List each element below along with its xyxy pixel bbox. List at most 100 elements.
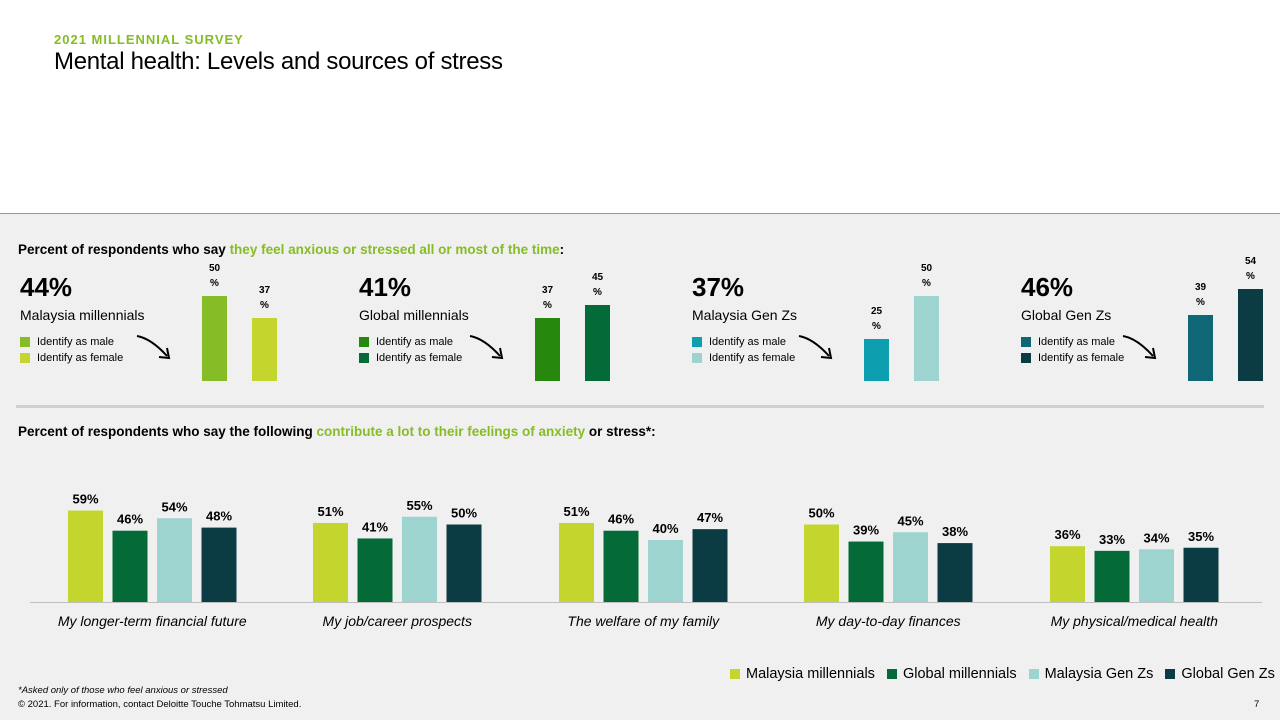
mini-bar-label: 50 % [208, 263, 221, 289]
bar-value-label: 47% [697, 510, 723, 525]
mini-bar [535, 318, 560, 381]
bar [1183, 547, 1219, 602]
group-legend-item: Identify as male [692, 336, 786, 348]
legend-label: Identify as female [1038, 352, 1125, 364]
legend-swatch [359, 353, 369, 363]
section-divider [16, 405, 1264, 408]
chart-legend: Malaysia millennials Global millennials Ma… [730, 666, 1275, 682]
legend-label: Identify as male [376, 336, 454, 348]
mini-bar-label: 39 % [1194, 281, 1207, 308]
legend-label: Global Gen Zs [1181, 666, 1275, 682]
stress-sources-chart: 59% 46% 54% 48% My longer-term financial fut… [30, 492, 1262, 629]
bar-value-label: 45% [897, 513, 923, 528]
legend-item: Global millennials [886, 666, 1017, 682]
bar-value-label: 46% [608, 512, 634, 527]
section1-heading-text: Percent of respondents who say [18, 242, 230, 257]
mini-bar-label: 25 % [870, 305, 883, 332]
legend-item: Malaysia Gen Zs [1028, 666, 1154, 682]
legend-item: Global Gen Zs [1165, 666, 1275, 682]
legend-label: Identify as female [37, 352, 124, 364]
group-name: Malaysia millennials [20, 307, 145, 323]
bar [603, 530, 639, 602]
page-number: 7 [1254, 699, 1260, 710]
bar-value-label: 54% [161, 499, 187, 514]
mini-bar-label: 54 % [1244, 256, 1257, 283]
legend-item: Malaysia millennials [730, 666, 875, 682]
bar-value-label: 51% [563, 504, 589, 519]
section2-heading-text: Percent of respondents who say the follo… [18, 424, 317, 439]
group-percent: 44% [20, 272, 73, 302]
group-name: Global Gen Zs [1021, 307, 1112, 323]
survey-label: 2021 MILLENNIAL SURVEY [54, 32, 244, 47]
bar [68, 510, 103, 602]
mini-bar-label: 37 % [258, 285, 271, 312]
legend-label: Identify as female [376, 352, 463, 364]
mini-bar [914, 296, 939, 381]
bar [1050, 546, 1085, 602]
mini-bar-label: 45 % [591, 271, 604, 298]
bar [804, 524, 839, 602]
copyright: © 2021. For information, contact Deloitt… [18, 699, 302, 710]
bar-value-label: 55% [406, 498, 432, 513]
bar-value-label: 39% [853, 523, 879, 538]
bar [1139, 549, 1174, 602]
legend-label: Identify as male [709, 336, 787, 348]
group-legend-item: Identify as female [1021, 352, 1124, 364]
legend-swatch [1021, 353, 1031, 363]
mini-bar [864, 338, 889, 381]
curved-arrow-icon [1122, 335, 1157, 360]
category-label: The welfare of my family [567, 613, 720, 629]
mini-bar [202, 296, 227, 381]
mini-bar [252, 318, 277, 381]
bar [648, 540, 683, 602]
mini-bar-label: 50 % [920, 263, 933, 289]
group-percent: 41% [359, 272, 412, 302]
bar-value-label: 34% [1143, 530, 1169, 545]
legend-swatch [730, 669, 740, 679]
legend-swatch [1021, 337, 1031, 347]
legend-label: Identify as female [709, 352, 796, 364]
bar [112, 530, 148, 602]
bar-value-label: 36% [1054, 527, 1080, 542]
section1-heading-end: : [559, 242, 565, 257]
bar [313, 522, 348, 602]
group-percent: 37% [692, 272, 745, 302]
bar [937, 543, 973, 602]
section2-heading-end: or stress*: [585, 424, 656, 439]
bar-value-label: 38% [942, 524, 968, 539]
group-legend-item: Identify as male [20, 336, 114, 348]
group-legend-item: Identify as female [359, 352, 462, 364]
bar-value-label: 46% [117, 512, 143, 527]
group-name: Malaysia Gen Zs [692, 307, 798, 323]
bar [1094, 550, 1130, 602]
group-legend-item: Identify as male [1021, 336, 1115, 348]
legend-label: Identify as male [37, 336, 115, 348]
bar [848, 541, 884, 602]
legend-swatch [1028, 669, 1039, 679]
footnote: *Asked only of those who feel anxious or… [18, 685, 228, 696]
mini-bar [1188, 314, 1213, 381]
bar-value-label: 50% [451, 506, 477, 521]
legend-label: Malaysia millennials [746, 666, 875, 682]
bar-value-label: 50% [808, 506, 834, 521]
legend-swatch [1165, 669, 1176, 679]
category-label: My physical/medical health [1051, 613, 1219, 629]
category-label: My longer-term financial future [58, 613, 247, 629]
page-title: Mental health: Levels and sources of str… [54, 48, 503, 75]
bar-value-label: 33% [1099, 532, 1125, 547]
legend-swatch [359, 337, 369, 347]
bar-value-label: 41% [362, 519, 388, 534]
category-label: My day-to-day finances [816, 613, 961, 629]
bar [402, 516, 437, 602]
group-name: Global millennials [359, 307, 469, 323]
legend-label: Global millennials [902, 666, 1017, 682]
group-percent: 46% [1021, 272, 1074, 302]
section2-heading-highlight: contribute a lot to their feelings of an… [316, 424, 586, 439]
bar [157, 518, 192, 602]
legend-label: Malaysia Gen Zs [1044, 666, 1154, 682]
mini-bar [585, 304, 610, 381]
bar-value-label: 51% [317, 504, 343, 519]
curved-arrow-icon [798, 335, 833, 360]
group-legend-item: Identify as female [20, 352, 123, 364]
section1-heading-highlight: they feel anxious or stressed all or mos… [229, 242, 560, 257]
